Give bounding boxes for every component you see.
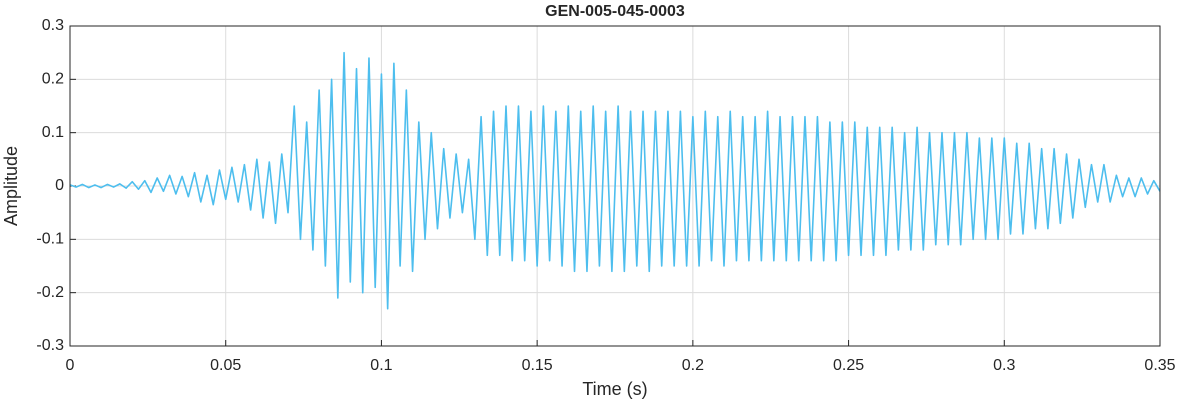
- x-tick-label: 0.3: [993, 357, 1015, 374]
- x-tick-label: 0.15: [522, 357, 553, 374]
- y-tick-label: -0.3: [36, 337, 64, 354]
- x-tick-label: 0: [66, 357, 75, 374]
- y-tick-label: -0.2: [36, 284, 64, 301]
- x-tick-label: 0.1: [370, 357, 392, 374]
- y-tick-label: 0.1: [42, 124, 64, 141]
- chart-title: GEN-005-045-0003: [545, 3, 685, 20]
- x-tick-label: 0.35: [1144, 357, 1175, 374]
- x-axis-label: Time (s): [582, 379, 647, 399]
- x-tick-label: 0.2: [682, 357, 704, 374]
- y-axis-label: Amplitude: [1, 146, 21, 226]
- y-tick-label: -0.1: [36, 231, 64, 248]
- x-tick-label: 0.05: [210, 357, 241, 374]
- x-tick-label: 0.25: [833, 357, 864, 374]
- plot-frame: [69, 25, 1161, 347]
- waveform-line: [69, 51, 1161, 310]
- y-tick-label: 0.3: [42, 17, 64, 34]
- y-tick-label: 0: [55, 177, 64, 194]
- y-tick-label: 0.2: [42, 71, 64, 88]
